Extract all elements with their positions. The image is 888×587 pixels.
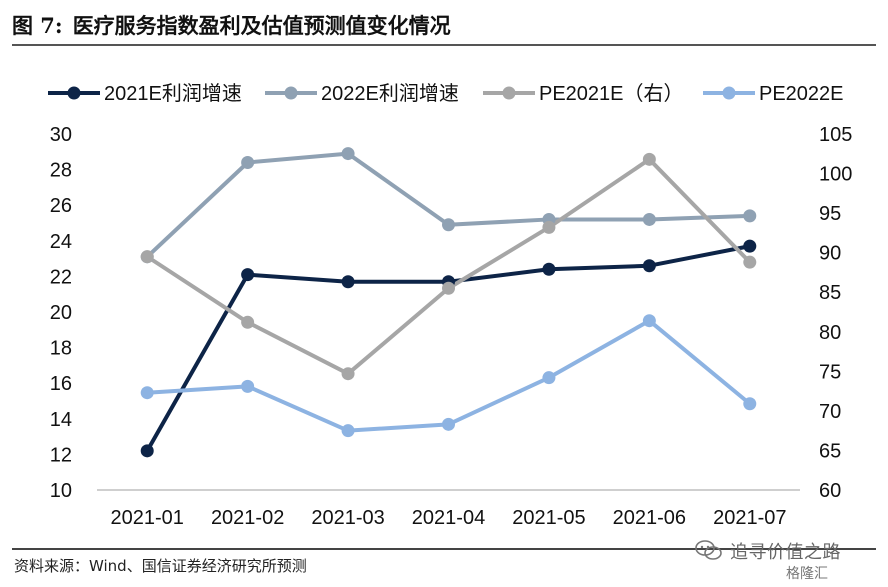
left-tick-label: 26 xyxy=(50,195,72,217)
data-point xyxy=(442,281,455,295)
left-tick-label: 28 xyxy=(50,160,72,182)
watermark-sub: 格隆汇 xyxy=(786,566,828,582)
figure-number: 图 7: xyxy=(12,13,63,38)
right-tick-label: 80 xyxy=(819,322,841,344)
left-tick-label: 20 xyxy=(50,302,72,324)
source-note: 资料来源：Wind、国信证券经济研究所预测 xyxy=(14,557,307,575)
data-point xyxy=(542,262,556,276)
data-point xyxy=(642,152,656,166)
right-tick-label: 75 xyxy=(819,361,841,383)
data-point xyxy=(140,386,154,400)
legend-swatch-marker xyxy=(502,86,516,100)
data-point xyxy=(442,218,455,232)
data-point xyxy=(341,367,355,381)
left-tick-label: 16 xyxy=(50,373,72,395)
watermark-name: 追寻价值之路 xyxy=(730,542,841,563)
right-tick-label: 95 xyxy=(819,203,841,225)
left-tick-label: 10 xyxy=(50,480,72,502)
legend-label: 2022E利润增速 xyxy=(321,82,459,105)
legend-label: 2021E利润增速 xyxy=(104,82,242,105)
series-line xyxy=(145,318,752,433)
figure-title: 医疗服务指数盈利及估值预测值变化情况 xyxy=(72,13,451,38)
data-point xyxy=(140,444,154,458)
legend-swatch-marker xyxy=(284,86,298,100)
x-tick-label: 2021-04 xyxy=(412,507,485,529)
data-point xyxy=(341,275,355,289)
data-point xyxy=(542,220,556,234)
data-point xyxy=(442,417,455,431)
title-rule xyxy=(12,44,876,46)
data-point xyxy=(341,424,355,438)
x-tick-label: 2021-02 xyxy=(211,507,284,529)
left-tick-label: 24 xyxy=(50,231,72,253)
legend-swatch-marker xyxy=(722,86,736,100)
figure-title-bar: 图 7: 医疗服务指数盈利及估值预测值变化情况 xyxy=(12,8,876,42)
data-point xyxy=(642,259,656,273)
left-tick-label: 18 xyxy=(50,338,72,360)
data-point xyxy=(241,315,255,329)
data-point xyxy=(743,397,757,411)
x-tick-label: 2021-03 xyxy=(311,507,384,529)
x-tick-label: 2021-05 xyxy=(512,507,585,529)
watermark: 追寻价值之路 格隆汇 xyxy=(694,536,870,582)
chart-area: 10 12 14 16 18 20 22 24 26 28 30 60 65 70 75 80 85 90 95 10… xyxy=(0,46,888,544)
footer-rule xyxy=(12,548,876,550)
right-tick-label: 100 xyxy=(819,164,852,186)
legend-label: PE2021E（右） xyxy=(539,82,684,105)
data-point xyxy=(642,212,656,226)
data-point xyxy=(542,371,556,385)
x-tick-label: 2021-07 xyxy=(713,507,786,529)
right-tick-label: 60 xyxy=(819,480,841,502)
right-tick-label: 70 xyxy=(819,401,841,423)
wechat-icon xyxy=(695,540,722,560)
data-point xyxy=(241,379,255,393)
line-chart: 10 12 14 16 18 20 22 24 26 28 30 60 65 70 75 80 85 90 95 10… xyxy=(48,82,852,529)
left-tick-label: 12 xyxy=(50,444,72,466)
data-point xyxy=(743,209,757,223)
x-tick-label: 2021-06 xyxy=(613,507,686,529)
data-point xyxy=(743,239,757,253)
legend-label: PE2022E xyxy=(759,83,844,105)
left-tick-label: 14 xyxy=(50,409,72,431)
data-point xyxy=(241,268,255,282)
right-tick-label: 65 xyxy=(819,440,841,462)
left-tick-label: 22 xyxy=(50,266,72,288)
right-tick-label: 85 xyxy=(819,282,841,304)
data-point xyxy=(642,314,656,328)
series-line xyxy=(145,157,752,376)
right-tick-label: 90 xyxy=(819,243,841,265)
right-tick-label: 105 xyxy=(819,124,852,146)
data-point xyxy=(341,147,355,161)
x-tick-label: 2021-01 xyxy=(111,507,184,529)
left-tick-label: 30 xyxy=(50,124,72,146)
data-point xyxy=(140,250,154,264)
data-point xyxy=(241,155,255,169)
data-point xyxy=(743,255,757,269)
legend-swatch-marker xyxy=(67,86,81,100)
